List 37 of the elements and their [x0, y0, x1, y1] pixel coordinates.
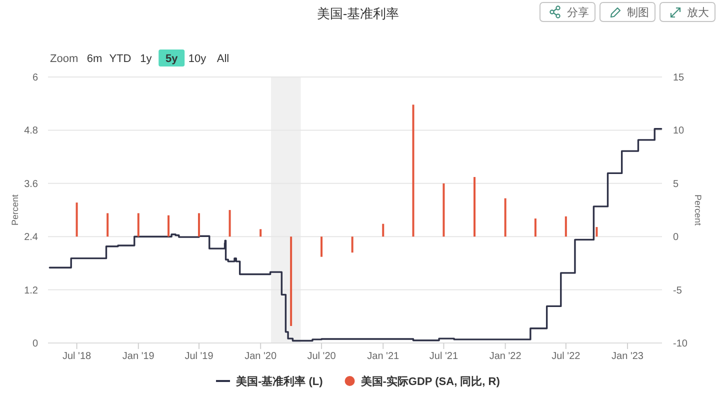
ytick-label: 2.4 — [24, 232, 38, 244]
xtick-label: Jan '23 — [612, 351, 644, 362]
y2tick-label: 5 — [673, 178, 679, 190]
range-label: Zoom — [50, 53, 78, 65]
range-button-label: 6m — [86, 53, 102, 65]
xtick-label: Jan '20 — [244, 351, 277, 362]
button-label: 放大 — [687, 7, 709, 19]
ytick-label: 1.2 — [24, 285, 38, 296]
y2tick-label: 0 — [673, 232, 679, 244]
ytick-label: 4.8 — [24, 126, 38, 137]
range-button-label: YTD — [109, 53, 132, 65]
y2tick-label: 15 — [673, 72, 684, 84]
legend-label: 美国-基准利率 (L) — [236, 376, 323, 388]
ytick-label: 3.6 — [24, 178, 38, 190]
button-label: 制图 — [627, 7, 649, 19]
title: 美国-基准利率 — [316, 6, 400, 21]
xtick-label: Jul '21 — [429, 351, 458, 362]
range-button-label: 1y — [140, 53, 152, 65]
range-button-label: 5y — [165, 53, 178, 65]
range-button-label: 10y — [188, 53, 206, 65]
ylabel: Percent — [10, 194, 20, 226]
xtick-label: Jan '21 — [367, 351, 400, 362]
xtick-label: Jan '22 — [489, 351, 522, 362]
ytick-label: 0 — [32, 338, 38, 350]
y2tick-label: -10 — [673, 338, 688, 350]
xtick-label: Jul '19 — [184, 351, 214, 362]
ytick-label: 6 — [32, 72, 38, 84]
xtick-label: Jan '19 — [122, 351, 154, 362]
button-label: 分享 — [567, 7, 589, 19]
xtick-label: Jul '18 — [62, 351, 92, 362]
legend-label: 美国-实际GDP (SA, 同比, R) — [360, 376, 500, 388]
y2tick-label: -5 — [673, 285, 682, 296]
xtick-label: Jul '22 — [552, 351, 580, 362]
y2label: Percent — [693, 194, 703, 226]
xtick-label: Jul '20 — [307, 351, 336, 362]
range-button-label: All — [216, 53, 230, 65]
y2tick-label: 10 — [673, 126, 684, 137]
